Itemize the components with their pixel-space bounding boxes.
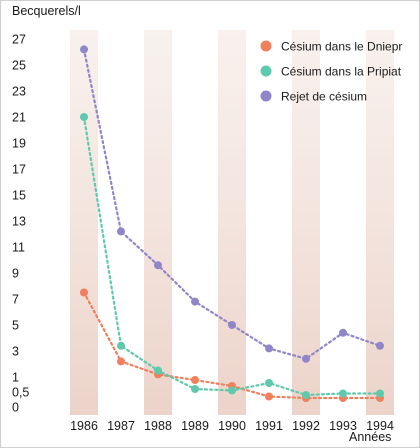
data-point [80, 45, 88, 54]
data-point [117, 357, 125, 366]
y-tick-label: 7 [12, 293, 19, 307]
y-tick-label: 13 [12, 215, 26, 229]
data-point [228, 321, 236, 329]
y-tick-label: 0,5 [12, 386, 29, 400]
legend: Césium dans le Dniepr Césium dans la Prip… [260, 40, 402, 104]
data-point [376, 341, 384, 350]
legend-marker [260, 90, 272, 102]
legend-marker [260, 40, 272, 52]
y-axis-title: Becquerels/l [12, 4, 81, 18]
legend-label: Césium dans le Dniepr [281, 40, 402, 54]
series-3 [80, 45, 384, 363]
year-band-1994 [366, 30, 394, 415]
data-point [117, 341, 125, 350]
x-tick-label-1988: 1988 [144, 419, 172, 433]
x-tick-label-1993: 1993 [329, 419, 357, 433]
data-point [191, 376, 199, 384]
x-tick-label-1989: 1989 [181, 419, 209, 433]
data-point [265, 392, 273, 401]
legend-label: Césium dans la Pripiat [281, 65, 402, 79]
y-tick-label: 11 [12, 241, 25, 255]
data-point [154, 366, 162, 375]
data-point [117, 227, 125, 236]
y-tick-label: 23 [12, 85, 26, 99]
legend-marker [260, 65, 272, 77]
x-axis-ticks: 1986 1987 1988 1989 1990 1991 1992 1993 1994 [70, 419, 394, 433]
x-tick-label-1992: 1992 [292, 419, 320, 433]
data-point [80, 288, 88, 297]
x-tick-label-1987: 1987 [107, 419, 135, 433]
y-tick-label: 9 [12, 267, 19, 281]
data-point [191, 385, 199, 393]
year-band-1986 [70, 30, 98, 415]
year-bands [70, 30, 394, 415]
data-point [302, 391, 310, 399]
y-tick-label: 19 [12, 137, 26, 151]
data-point [228, 386, 236, 395]
data-point [265, 344, 273, 353]
series-line [82, 48, 382, 361]
year-band-1992 [292, 30, 320, 415]
x-axis-title: Années [349, 430, 391, 444]
y-tick-label: 1 [12, 371, 19, 385]
y-tick-label: 25 [12, 59, 26, 73]
data-point [154, 261, 162, 270]
x-tick-label-1986: 1986 [70, 419, 98, 433]
y-tick-label: 0 [12, 401, 19, 415]
data-point [191, 297, 199, 306]
data-point [302, 354, 310, 363]
y-tick-label: 15 [12, 189, 26, 203]
x-tick-label-1994: 1994 [366, 419, 394, 433]
y-tick-label: 17 [12, 163, 26, 177]
legend-label: Rejet de césium [281, 90, 367, 104]
x-tick-label-1991: 1991 [255, 419, 283, 433]
x-tick-label-1990: 1990 [218, 419, 246, 433]
data-point [265, 379, 273, 387]
y-tick-label: 21 [12, 111, 26, 125]
data-point [339, 389, 347, 398]
year-band-1988 [144, 30, 172, 415]
year-band-1990 [218, 30, 246, 415]
series-2 [80, 113, 384, 399]
data-point [80, 113, 88, 121]
data-point [339, 328, 347, 337]
series-layer [80, 45, 384, 402]
data-point [376, 389, 384, 398]
y-tick-label: 27 [12, 33, 26, 47]
y-tick-label: 5 [12, 319, 19, 333]
y-tick-label: 3 [12, 345, 19, 359]
